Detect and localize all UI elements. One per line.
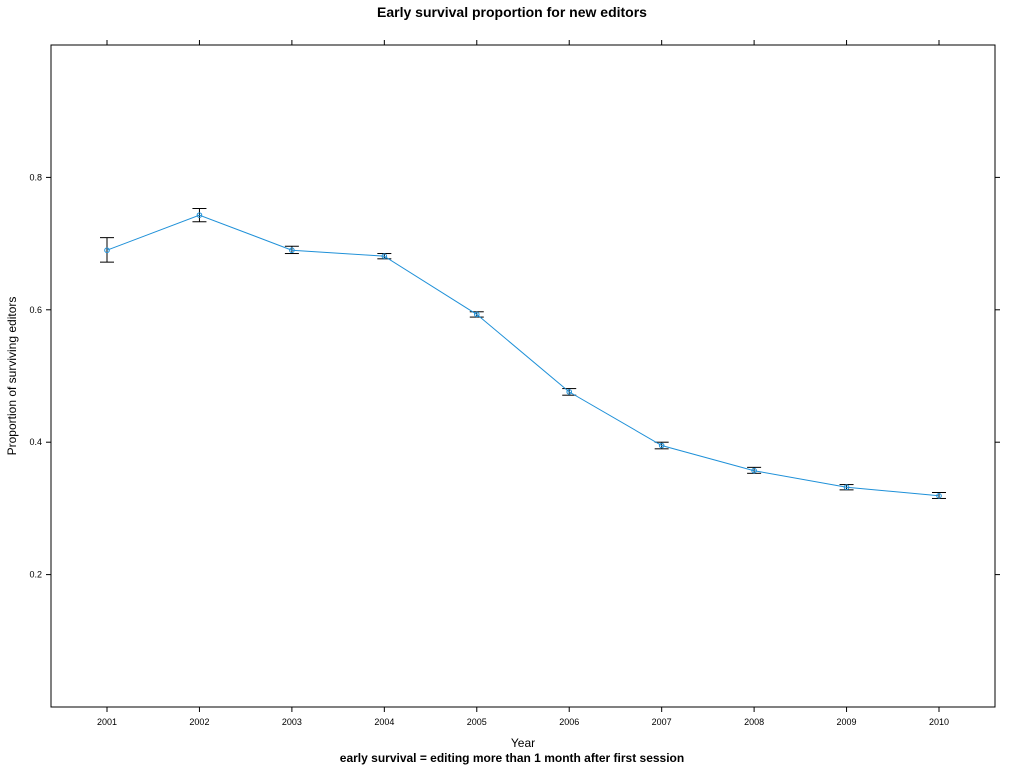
x-tick-label: 2004 [374, 717, 394, 727]
chart-subtitle: early survival = editing more than 1 mon… [340, 751, 684, 765]
x-tick-label: 2005 [467, 717, 487, 727]
y-axis-label: Proportion of surviving editors [5, 297, 19, 456]
chart-title: Early survival proportion for new editor… [377, 4, 647, 20]
data-point [381, 253, 388, 259]
data-point [658, 442, 665, 449]
y-axis-ticks: 0.2 0.4 0.6 0.8 [29, 172, 1000, 580]
x-axis-label: Year [511, 736, 535, 750]
x-tick-label: 2007 [652, 717, 672, 727]
x-tick-label: 2008 [744, 717, 764, 727]
series-line [106, 214, 940, 497]
data-point [104, 247, 110, 254]
y-tick-label: 0.4 [29, 437, 42, 447]
x-tick-label: 2003 [282, 717, 302, 727]
x-tick-label: 2001 [97, 717, 117, 727]
x-axis-ticks: 2001 2002 2003 2004 2005 2006 2007 2008 2009 2010 [97, 40, 949, 727]
x-tick-label: 2010 [929, 717, 949, 727]
data-point [196, 212, 203, 218]
data-point [936, 493, 942, 499]
plot-frame [50, 44, 996, 708]
x-tick-label: 2002 [189, 717, 209, 727]
data-point [751, 467, 757, 474]
x-tick-label: 2009 [837, 717, 857, 727]
data-point [289, 247, 295, 254]
data-point [566, 389, 573, 395]
x-tick-label: 2006 [559, 717, 579, 727]
y-tick-label: 0.8 [29, 172, 42, 182]
data-point [473, 311, 480, 318]
data-point [843, 484, 850, 491]
series-group [104, 212, 942, 499]
y-tick-label: 0.6 [29, 305, 42, 315]
y-tick-label: 0.2 [29, 570, 42, 580]
